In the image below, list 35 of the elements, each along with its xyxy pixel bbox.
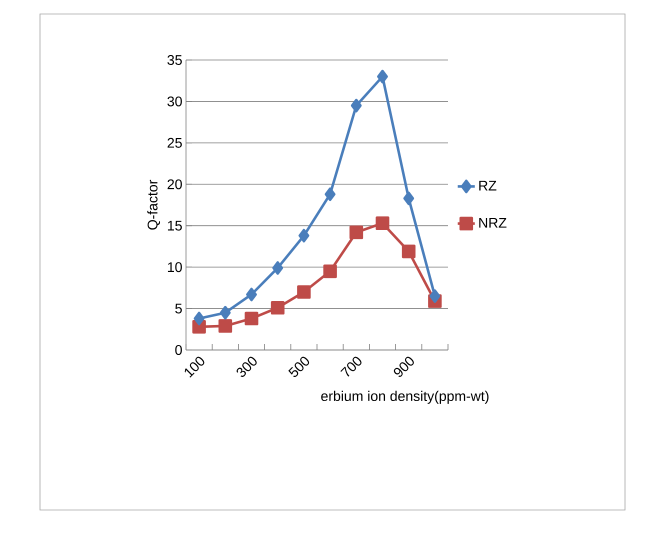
y-axis-title: Q-factor xyxy=(147,180,160,230)
point xyxy=(376,216,390,230)
point xyxy=(194,312,205,326)
point xyxy=(323,264,337,278)
point xyxy=(402,244,416,258)
x-tick-label: 300 xyxy=(236,356,257,377)
x-tick-label: 500 xyxy=(288,356,310,378)
y-tick-label: 35 xyxy=(167,55,182,65)
x-tick-label: 900 xyxy=(394,356,414,377)
y-tick-label: 5 xyxy=(175,304,182,314)
y-tick-label: 30 xyxy=(167,96,182,106)
point xyxy=(218,319,232,333)
legend-label: RZ xyxy=(479,180,496,190)
point xyxy=(403,192,414,206)
point xyxy=(324,187,336,202)
x-axis-title: erbium ion density(ppm-wt) xyxy=(321,390,489,404)
point xyxy=(297,285,311,299)
point xyxy=(350,226,364,240)
x-tick-label: 100 xyxy=(184,356,204,378)
y-tick-label: 10 xyxy=(168,262,182,272)
point xyxy=(246,288,257,302)
y-tick-label: 15 xyxy=(168,220,182,231)
point xyxy=(350,98,362,112)
point xyxy=(272,261,284,275)
point xyxy=(244,312,258,326)
point xyxy=(270,300,285,315)
point xyxy=(298,228,310,242)
y-tick-label: 0 xyxy=(175,345,182,355)
legend-label: NRZ xyxy=(479,218,506,228)
y-tick-label: 20 xyxy=(168,179,182,190)
point xyxy=(429,289,440,303)
point xyxy=(220,306,231,320)
point xyxy=(377,70,388,84)
x-tick-label: 700 xyxy=(340,356,362,377)
y-tick-label: 25 xyxy=(168,138,182,148)
